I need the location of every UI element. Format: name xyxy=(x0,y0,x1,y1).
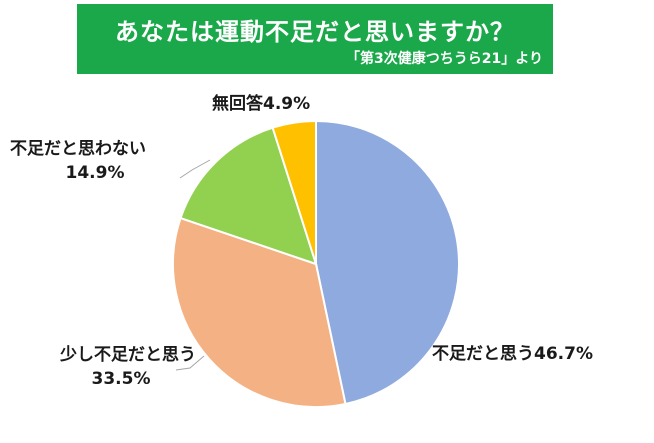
slice-label-not-think-text: 不足だと思わない xyxy=(10,139,146,159)
chart-title: あなたは運動不足だと思いますか？ xyxy=(115,18,515,46)
title-banner: あなたは運動不足だと思いますか？ 「第3次健康つちうら21」より xyxy=(77,4,553,74)
slice-label-no-answer-text: 無回答 xyxy=(212,94,263,114)
slice-label-no-answer: 無回答4.9% xyxy=(212,92,310,116)
slice-label-not-think-value: 14.9% xyxy=(65,163,125,183)
leader-line-not-think xyxy=(179,159,211,179)
slice-label-no-answer-value: 4.9% xyxy=(263,94,311,114)
slice-label-not-enough-value: 46.7% xyxy=(534,344,593,364)
slice-label-slightly-not-enough: 少し不足だと思う 33.5% xyxy=(6,343,196,391)
slice-label-slightly-not-enough-text: 少し不足だと思う xyxy=(60,345,196,365)
pie-slice-not-think xyxy=(179,126,318,266)
pie-slice-not-enough xyxy=(315,119,460,406)
slice-label-not-enough-text: 不足だと思う xyxy=(432,344,534,364)
pie-slice-slightly-not-enough xyxy=(172,216,347,408)
leader-line-slightly-not-enough xyxy=(175,355,205,371)
slice-label-not-enough: 不足だと思う46.7% xyxy=(432,342,593,366)
pie-slice-no-answer xyxy=(271,119,317,265)
slice-label-slightly-not-enough-value: 33.5% xyxy=(91,369,151,389)
source-note: 「第3次健康つちうら21」より xyxy=(346,51,543,67)
slice-label-not-think: 不足だと思わない 14.9% xyxy=(10,137,180,185)
